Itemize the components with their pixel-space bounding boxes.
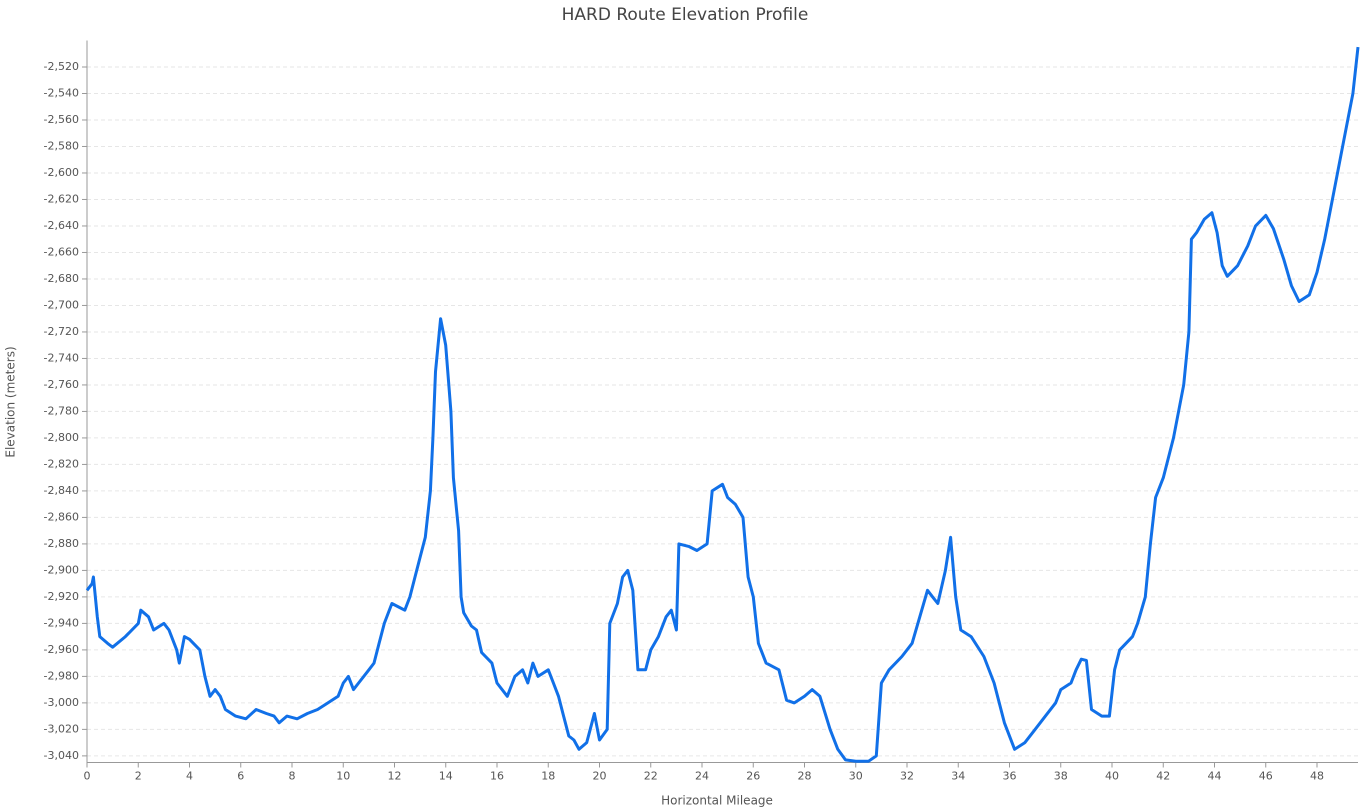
x-tick-label: 42 (1156, 770, 1170, 783)
y-tick-label: -2,620 (44, 192, 79, 205)
y-tick-label: -3,040 (44, 749, 79, 762)
y-tick-label: -2,680 (44, 272, 79, 285)
x-tick-label: 6 (237, 770, 244, 783)
x-tick-label: 12 (388, 770, 402, 783)
x-tick-label: 30 (849, 770, 863, 783)
x-tick-label: 44 (1208, 770, 1222, 783)
y-tick-label: -2,740 (44, 351, 79, 364)
y-tick-label: -2,820 (44, 457, 79, 470)
y-tick-label: -2,600 (44, 166, 79, 179)
y-tick-label: -2,640 (44, 219, 79, 232)
x-tick-label: 22 (644, 770, 658, 783)
x-tick-label: 48 (1310, 770, 1324, 783)
x-tick-label: 18 (541, 770, 555, 783)
x-tick-label: 4 (186, 770, 193, 783)
elevation-line (85, 46, 1360, 763)
y-tick-label: -2,980 (44, 669, 79, 682)
x-tick-label: 10 (336, 770, 350, 783)
x-tick-label: 24 (695, 770, 709, 783)
x-tick-label: 0 (84, 770, 91, 783)
y-axis-title: Elevation (meters) (4, 346, 18, 457)
y-tick-label: -2,540 (44, 86, 79, 99)
x-tick-label: 40 (1105, 770, 1119, 783)
x-tick-label: 28 (798, 770, 812, 783)
x-tick-label: 34 (951, 770, 965, 783)
x-tick-label: 26 (746, 770, 760, 783)
y-tick-label: -2,660 (44, 245, 79, 258)
y-tick-label: -3,000 (44, 696, 79, 709)
y-tick-label: -2,880 (44, 537, 79, 550)
y-tick-label: -3,020 (44, 722, 79, 735)
y-tick-label: -2,840 (44, 484, 79, 497)
y-tick-label: -2,920 (44, 590, 79, 603)
y-tick-label: -2,560 (44, 113, 79, 126)
y-tick-label: -2,780 (44, 404, 79, 417)
y-tick-label: -2,580 (44, 139, 79, 152)
x-tick-label: 38 (1054, 770, 1068, 783)
y-tick-label: -2,940 (44, 616, 79, 629)
x-axis-title: Horizontal Mileage (661, 794, 773, 808)
y-tick-label: -2,900 (44, 563, 79, 576)
x-tick-label: 20 (593, 770, 607, 783)
x-tick-label: 2 (135, 770, 142, 783)
y-tick-label: -2,760 (44, 378, 79, 391)
x-tick-label: 36 (1003, 770, 1017, 783)
y-tick-label: -2,720 (44, 325, 79, 338)
x-tick-label: 14 (439, 770, 453, 783)
x-tick-label: 32 (900, 770, 914, 783)
y-tick-label: -2,700 (44, 298, 79, 311)
y-tick-label: -2,520 (44, 60, 79, 73)
x-tick-label: 46 (1259, 770, 1273, 783)
y-tick-label: -2,860 (44, 510, 79, 523)
y-tick-label: -2,960 (44, 643, 79, 656)
x-tick-label: 16 (490, 770, 504, 783)
x-tick-label: 8 (289, 770, 296, 783)
y-tick-label: -2,800 (44, 431, 79, 444)
chart-title: HARD Route Elevation Profile (562, 5, 809, 25)
